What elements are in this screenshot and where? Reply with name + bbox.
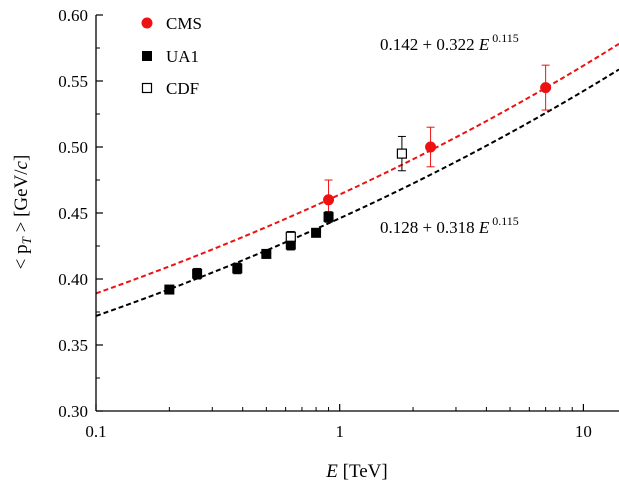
- fit-curve-1: [95, 68, 619, 317]
- legend: CMS UA1 CDF: [141, 14, 202, 98]
- data-point-ua1: [311, 227, 322, 238]
- axes: [95, 14, 619, 412]
- data-points: [164, 82, 552, 295]
- y-tick-label: 0.35: [58, 336, 88, 355]
- legend-label-cdf: CDF: [166, 79, 199, 98]
- data-point-ua1: [232, 263, 243, 274]
- error-bars: [165, 64, 550, 295]
- y-tick-label: 0.55: [58, 72, 88, 91]
- data-point-ua1: [285, 239, 296, 250]
- legend-marker-cdf: [141, 82, 153, 94]
- tick-labels: 0.30 0.35 0.40 0.45 0.50 0.55 0.60 0.1 1 10: [58, 6, 592, 441]
- y-axis-title: < pT > [GeV/c]: [11, 155, 34, 270]
- fit-curve-0: [95, 42, 619, 295]
- fit-label-ua1: 0.128 + 0.318 E 0.115: [380, 214, 519, 237]
- y-tick-label: 0.30: [58, 402, 88, 421]
- x-tick-label: 10: [575, 422, 592, 441]
- data-point-ua1: [164, 284, 175, 295]
- legend-marker-cms: [141, 17, 153, 29]
- x-tick-label: 0.1: [85, 422, 106, 441]
- x-axis-title: E [TeV]: [325, 461, 387, 482]
- legend-label-cms: CMS: [166, 14, 202, 33]
- y-tick-label: 0.45: [58, 204, 88, 223]
- fit-label-cms: 0.142 + 0.322 E 0.115: [380, 31, 519, 54]
- x-tick-label: 1: [335, 422, 344, 441]
- fit-curves: [95, 42, 619, 317]
- data-point-cdf: [396, 148, 408, 159]
- data-point-cdf: [285, 231, 296, 242]
- legend-label-ua1: UA1: [166, 47, 199, 66]
- y-tick-label: 0.60: [58, 6, 88, 25]
- data-point-ua1: [323, 211, 334, 222]
- y-tick-label: 0.50: [58, 138, 88, 157]
- data-point-cms: [323, 194, 335, 206]
- legend-marker-ua1: [142, 51, 152, 61]
- data-point-ua1: [261, 248, 272, 259]
- y-tick-label: 0.40: [58, 270, 88, 289]
- data-point-cms: [425, 141, 437, 153]
- data-point-cms: [540, 82, 552, 94]
- data-point-ua1: [192, 268, 203, 279]
